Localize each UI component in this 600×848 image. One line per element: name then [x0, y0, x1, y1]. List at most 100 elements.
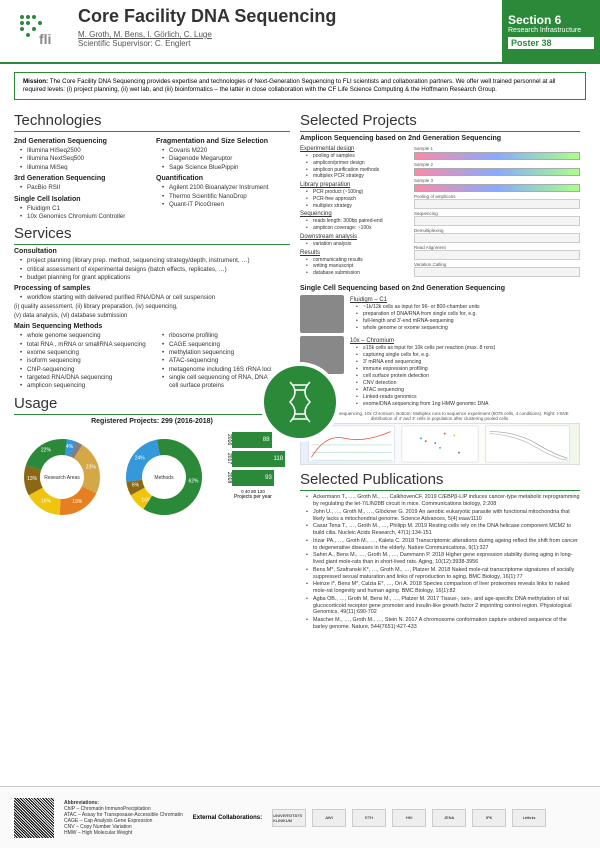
amp-sub: Downstream analysis: [300, 234, 410, 240]
list-item: writing manuscript: [306, 263, 410, 270]
bar-year: 2017: [218, 453, 232, 464]
list-item: 10x Genomics Chromium Controller: [20, 213, 148, 221]
title-area: Core Facility DNA Sequencing M. Groth, M…: [78, 0, 502, 62]
list-item: exome sequencing: [20, 349, 148, 357]
collab-h: External Collaborations:: [193, 815, 262, 821]
svg-text:Methods: Methods: [154, 475, 174, 481]
list-item: multiplex strategy: [306, 203, 410, 210]
list-item: methylation sequencing: [162, 349, 290, 357]
sc-caption: 3' mRNA end sequencing, 10x Chromium. Bo…: [300, 411, 580, 421]
poster-num: Poster 38: [508, 37, 594, 49]
chromium-h: 10x – Chromium: [350, 338, 580, 344]
amp-sub: Library preparation: [300, 182, 410, 188]
header: fli Core Facility DNA Sequencing M. Grot…: [0, 0, 600, 62]
list-item: Agilent 2100 Bioanalyzer Instrument: [162, 184, 290, 192]
bar: 88: [232, 432, 272, 448]
sample-bar: [414, 168, 580, 176]
usage-title: Usage: [14, 395, 290, 415]
sample-bar: [414, 152, 580, 160]
list-item: amplicon coverage: ~100x: [306, 225, 410, 232]
mission-label: Mission:: [23, 78, 48, 85]
list-item: critical assessment of experimental desi…: [20, 266, 290, 274]
amp-sub: Experimental design: [300, 146, 410, 152]
bar-year: 2018: [218, 472, 232, 483]
list-item: amplicon purification methods: [306, 167, 410, 174]
list-item: cell surface protein detection: [356, 373, 580, 380]
list-item: Irizar PA., …, Groth M., …, Kaleta C. 20…: [306, 538, 580, 552]
logo: fli: [0, 0, 78, 62]
list-item: Agba OB., …, Groth M, Bens M., …, Platze…: [306, 596, 580, 616]
svg-text:62%: 62%: [188, 478, 199, 484]
tech-sub: 2nd Generation Sequencing: [14, 138, 148, 145]
list-item: PacBio RSII: [20, 184, 148, 192]
list-item: variation analysis: [306, 241, 410, 248]
tech-sub: 3rd Generation Sequencing: [14, 175, 148, 182]
amp-stage: Sample 2: [414, 162, 580, 167]
list-item: project planning (library prep. method, …: [20, 257, 290, 265]
collab-logo: ETH: [352, 809, 386, 827]
tech-sub: Single Cell Isolation: [14, 196, 148, 203]
list-item: CAGE sequencing: [162, 341, 290, 349]
list-item: ≥15k cells as input for 10k cells per re…: [356, 345, 580, 352]
bar-label: Projects per year: [218, 494, 288, 500]
list-item: isoform sequencing: [20, 357, 148, 365]
list-item: ChIP-sequencing: [20, 366, 148, 374]
bar: 93: [232, 470, 274, 486]
list-item: Quant-iT PicoGreen: [162, 201, 290, 209]
consult-h: Consultation: [14, 248, 290, 255]
bar-year: 2016: [218, 434, 232, 445]
mission-text: The Core Facility DNA Sequencing provide…: [23, 78, 555, 93]
bar: 118: [232, 451, 285, 467]
list-item: Fluidigm C1: [20, 205, 148, 213]
svg-text:6%: 6%: [132, 482, 140, 488]
collab-logo: IPK: [472, 809, 506, 827]
amp-sub: Sequencing: [300, 211, 410, 217]
supervisor: Scientific Supervisor: C. Englert: [78, 39, 502, 48]
mission-box: Mission: The Core Facility DNA Sequencin…: [14, 72, 586, 100]
list-item: whole genome or exome sequencing: [356, 325, 580, 332]
list-item: immune expression profiling: [356, 366, 580, 373]
collab-logos: UNIVERSITÄTS KLINIKUMAWIETHHKIJENAIPKLei…: [272, 809, 586, 827]
tech-grid: 2nd Generation SequencingIllumina HiSeq2…: [14, 135, 290, 221]
svg-text:Research Areas: Research Areas: [44, 475, 80, 481]
list-item: capturing single cells for, e.g.: [356, 352, 580, 359]
list-item: pooling of samples: [306, 153, 410, 160]
proc-l3: (v) data analysis, (vi) database submiss…: [14, 313, 290, 321]
svg-text:16%: 16%: [41, 498, 52, 504]
list-item: ~1k/12k cells as input for 96- or 800-ch…: [356, 304, 580, 311]
list-item: budget planning for grant applications: [20, 274, 290, 282]
dna-icon: [260, 362, 340, 442]
section-num: Section 6: [508, 13, 594, 27]
proc-l1: workflow starting with delivered purifie…: [20, 294, 290, 302]
amp-sub: Results: [300, 250, 410, 256]
list-item: multiplex PCR strategy: [306, 173, 410, 180]
proc-h: Processing of samples: [14, 285, 290, 292]
amplicon-block: Amplicon Sequencing based on 2nd Generat…: [300, 135, 580, 279]
amp-diagram: [414, 233, 580, 243]
sc-h: Single Cell Sequencing based on 2nd Gene…: [300, 285, 580, 292]
svg-text:fli: fli: [39, 31, 51, 47]
list-item: PCR product (~100ng): [306, 189, 410, 196]
services-title: Services: [14, 225, 290, 245]
list-item: Sahm A., Bens M., …, Groth M., …, Damman…: [306, 552, 580, 566]
list-item: Thermo Scientific NanoDrop: [162, 193, 290, 201]
list-item: Mascher M., …, Groth M., …, Stein N. 201…: [306, 617, 580, 631]
list-item: total RNA , mRNA or smallRNA sequencing: [20, 341, 148, 349]
footer: Abbreviations: ChIP – Chromatin ImmunoPr…: [0, 786, 600, 848]
list-item: Casar Tena T., …, Groth M., …, Philipp M…: [306, 523, 580, 537]
list-item: exome/DNA sequencing from 1ng HMW genomi…: [356, 401, 580, 408]
list-item: John U., …, Groth M., …, Glöckner G. 201…: [306, 509, 580, 523]
projects-title: Selected Projects: [300, 112, 580, 132]
amp-diagram: [414, 216, 580, 226]
amplicon-h: Amplicon Sequencing based on 2nd Generat…: [300, 135, 580, 142]
authors: M. Groth, M. Bens, I. Görlich, C. Luge: [78, 30, 502, 39]
list-item: Diagenode Megaruptor: [162, 155, 290, 163]
qr-code: [14, 798, 54, 838]
tech-sub: Fragmentation and Size Selection: [156, 138, 290, 145]
svg-text:24%: 24%: [135, 455, 146, 461]
svg-text:22%: 22%: [41, 447, 52, 453]
list-item: Ackermann T., …, Groth M., …, CalkhovenC…: [306, 494, 580, 508]
collab-logo: UNIVERSITÄTS KLINIKUM: [272, 809, 306, 827]
list-item: targeted RNA/DNA sequencing: [20, 374, 148, 382]
svg-text:19%: 19%: [72, 499, 83, 505]
